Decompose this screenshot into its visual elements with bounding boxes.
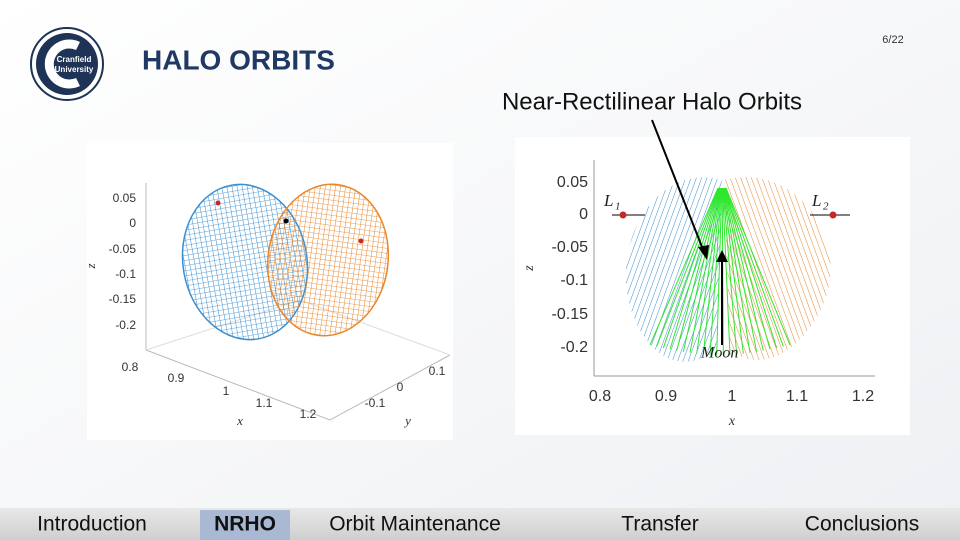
nav-active-bg [200, 510, 290, 540]
orbit-family [625, 177, 722, 362]
nrho-orbit [722, 187, 731, 355]
moon-point [283, 218, 289, 224]
point-label: Moon [700, 345, 738, 362]
x-tick-label: 1.1 [786, 388, 808, 405]
axis-label: x [236, 413, 243, 428]
nrho-orbit [682, 187, 721, 352]
axis-label: x [728, 414, 736, 429]
z-tick-label: -0.2 [115, 318, 136, 332]
nav-item[interactable]: NRHO [214, 513, 276, 536]
z-tick-label: -0.05 [109, 242, 137, 256]
point-label-sub: 1 [615, 201, 621, 213]
z-tick-label: 0 [129, 216, 136, 230]
nav-item[interactable]: Orbit Maintenance [329, 513, 501, 536]
arrow [651, 119, 705, 253]
point-label-sub: 2 [823, 201, 829, 213]
subtitle: Near-Rectilinear Halo Orbits [502, 88, 802, 115]
x-tick-label: 1 [223, 384, 230, 398]
nrho-orbit [725, 187, 784, 347]
nrho-orbit [669, 187, 720, 350]
axis-label: y [403, 413, 411, 428]
x-tick-label: 1.2 [300, 407, 317, 421]
nrho-orbit [723, 187, 764, 351]
x-tick-label: 0.8 [122, 360, 139, 374]
x-tick-label: 1.2 [852, 388, 874, 405]
y-tick-label: -0.15 [552, 306, 589, 323]
nrho-orbit [724, 187, 771, 350]
lagrange-point [215, 200, 221, 206]
nrho-orbit [656, 187, 719, 347]
orbit-family [724, 177, 831, 360]
arrow-head [698, 245, 709, 260]
nav-item[interactable]: Introduction [37, 513, 147, 536]
slide-title: HALO ORBITS [142, 44, 335, 75]
axis-label: z [522, 265, 537, 272]
nrho-orbit [722, 187, 738, 355]
y-tick-label: 0.05 [557, 174, 588, 191]
z-tick-label: 0.05 [113, 191, 137, 205]
logo-text: Cranfield [57, 55, 92, 64]
nrho-orbit [724, 187, 778, 349]
figure-3d: 0.05 0 -0.05 -0.1 -0.15 -0.2 0.8 0.9 1 1.1 1.2 0.1 0… [83, 143, 453, 440]
lagrange-point [358, 238, 364, 244]
orbit-family [266, 183, 390, 337]
lagrange-point [829, 211, 837, 219]
nrho-orbit [702, 187, 722, 355]
nrho-orbit [662, 187, 720, 349]
nrho-orbit [716, 187, 723, 355]
logo-c [44, 39, 80, 89]
nrho-orbit [723, 187, 758, 352]
y-tick-label: -0.1 [365, 396, 386, 410]
nrho-orbit [709, 187, 722, 355]
x-tick-label: 1.1 [256, 396, 273, 410]
x-tick-label: 1 [728, 388, 737, 405]
nrho-orbit [723, 187, 751, 353]
y-tick-label: -0.1 [560, 272, 588, 289]
nrho-orbit [725, 187, 791, 346]
lagrange-point [619, 211, 627, 219]
x-tick-label: 0.8 [589, 388, 611, 405]
nrho-orbit [689, 187, 721, 353]
nrho-family [649, 187, 791, 355]
y-tick-label: -0.2 [560, 339, 588, 356]
y-tick-label: 0 [397, 380, 404, 394]
point-label: L [603, 191, 613, 210]
nrho-orbit [676, 187, 721, 351]
logo-text: University [55, 65, 94, 74]
arrow-head [716, 250, 728, 262]
nav-item[interactable]: Conclusions [805, 513, 919, 536]
x-tick-label: 0.9 [655, 388, 677, 405]
axis-label: z [83, 263, 98, 269]
x-tick-label: 0.9 [168, 371, 185, 385]
y-tick-label: 0 [579, 206, 588, 223]
nav-item[interactable]: Transfer [621, 513, 698, 536]
nrho-orbit [649, 187, 719, 346]
axis-frame [145, 183, 451, 421]
point-label: L [811, 191, 821, 210]
y-tick-label: 0.1 [429, 364, 446, 378]
y-tick-label: -0.05 [552, 239, 589, 256]
nav-bar [0, 508, 960, 540]
z-tick-label: -0.1 [115, 267, 136, 281]
nrho-orbit [722, 187, 744, 354]
z-tick-label: -0.15 [109, 292, 137, 306]
nav: Introduction NRHO Orbit Maintenance Transfe… [37, 510, 919, 540]
page-number: 6/22 [882, 34, 903, 46]
nrho-orbit [696, 187, 722, 354]
